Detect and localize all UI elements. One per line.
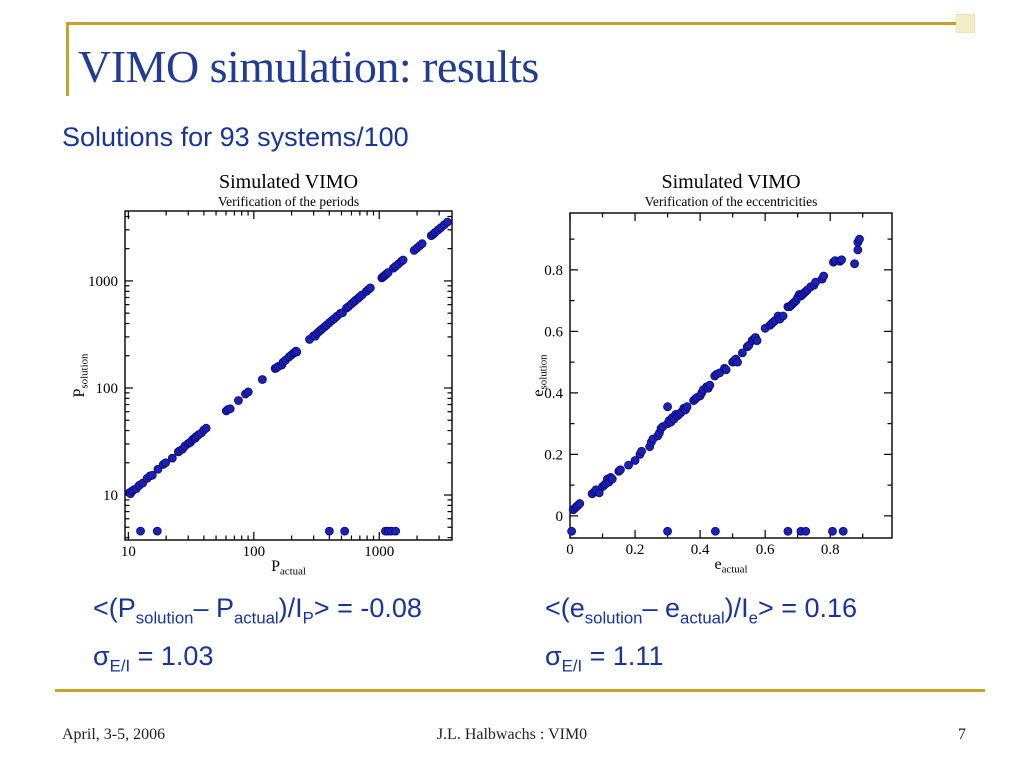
svg-text:Pactual: Pactual: [271, 558, 306, 578]
svg-text:100: 100: [243, 544, 266, 560]
svg-text:0.6: 0.6: [544, 324, 563, 340]
corner-square-decoration: [956, 14, 975, 33]
slide-subtitle: Solutions for 93 systems/100: [62, 122, 409, 152]
period-mean-formula: <(Psolution– Pactual)/IP> = -0.08: [93, 593, 422, 628]
svg-text:Simulated VIMO: Simulated VIMO: [219, 171, 358, 193]
svg-text:0.8: 0.8: [821, 542, 840, 558]
svg-text:0.4: 0.4: [691, 542, 710, 558]
svg-text:0.2: 0.2: [626, 542, 645, 558]
svg-text:10: 10: [121, 544, 136, 560]
svg-text:0: 0: [566, 542, 574, 558]
svg-text:Verification of the periods: Verification of the periods: [218, 194, 359, 209]
svg-text:eactual: eactual: [714, 556, 747, 576]
slide-title: VIMO simulation: results: [78, 41, 539, 92]
top-accent-line: [66, 22, 963, 25]
svg-text:0.8: 0.8: [544, 263, 563, 279]
svg-text:100: 100: [96, 381, 119, 397]
svg-text:1000: 1000: [88, 274, 118, 290]
eccentricity-sigma-formula: σE/I = 1.11: [545, 641, 664, 676]
svg-text:0: 0: [556, 509, 564, 525]
period-sigma-formula: σE/I = 1.03: [93, 641, 214, 676]
svg-text:Verification of the eccentrici: Verification of the eccentricities: [645, 194, 818, 209]
svg-text:Psolution: Psolution: [71, 353, 91, 398]
footer-date: April, 3-5, 2006: [62, 726, 166, 743]
left-accent-line: [66, 22, 69, 96]
eccentricity-mean-formula: <(esolution– eactual)/Ie> = 0.16: [545, 593, 858, 628]
svg-text:0.2: 0.2: [544, 447, 563, 463]
svg-text:esolution: esolution: [535, 354, 550, 397]
footer-credit: J.L. Halbwachs : VIM0: [436, 726, 588, 743]
footer-rule: [55, 689, 985, 692]
svg-text:1000: 1000: [364, 544, 394, 560]
footer-page-number: 7: [958, 726, 966, 743]
svg-text:0.6: 0.6: [756, 542, 775, 558]
svg-text:0.4: 0.4: [544, 386, 563, 402]
svg-text:Simulated VIMO: Simulated VIMO: [661, 171, 800, 193]
svg-text:10: 10: [103, 488, 118, 504]
